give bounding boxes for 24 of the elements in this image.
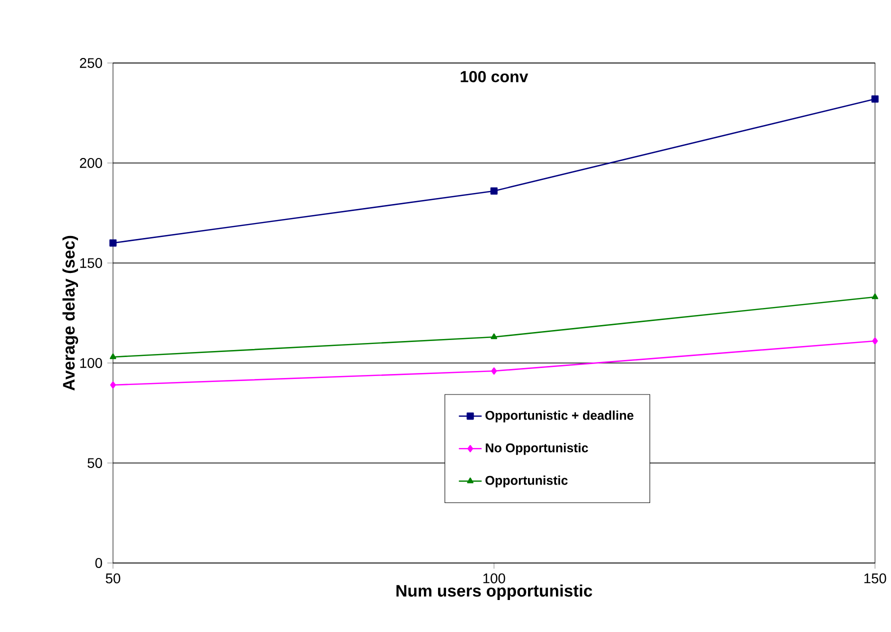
x-tick-label: 50 [106,573,120,584]
point [109,239,117,247]
point [491,367,497,375]
y-tick-label: 200 [80,158,102,168]
x-tick-label: 150 [864,573,886,584]
point [110,381,116,389]
y-tick-label: 0 [95,558,102,568]
y-tick-label: 150 [80,258,102,268]
y-axis-title: Average delay (sec) [62,236,78,391]
y-tick-label: 50 [88,458,102,468]
point [110,353,116,360]
x-axis-title: Num users opportunistic [396,584,592,600]
legend-label: Opportunistic + deadline [486,410,634,422]
point [490,187,498,195]
y-tick-label: 100 [80,358,102,368]
y-tick-label: 250 [80,58,102,68]
point [872,337,878,345]
legend-label: No Opportunistic [486,443,588,455]
point [871,95,879,103]
x-tick-label: 100 [483,573,506,584]
point [872,293,878,300]
point [490,333,498,340]
legend-label: Opportunistic [486,476,568,488]
chart-title: 100 conv [460,70,528,82]
